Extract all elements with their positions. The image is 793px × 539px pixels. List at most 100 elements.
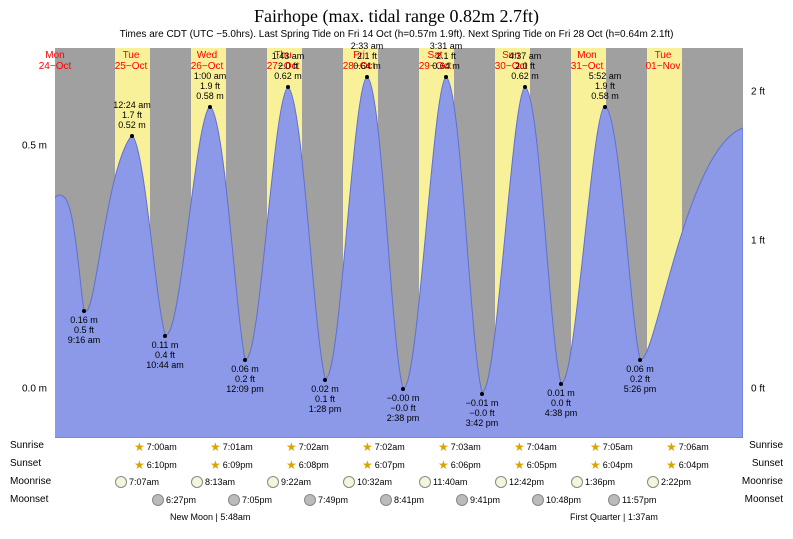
peak-label: 3:31 am2.1 ft0.64 m [430, 41, 463, 71]
sun-icon: ★ [134, 458, 145, 472]
chart-title: Fairhope (max. tidal range 0.82m 2.7ft) [0, 0, 793, 27]
sun-icon: ★ [590, 440, 601, 454]
sun-icon: ★ [514, 458, 525, 472]
ephem-label: Moonrise [10, 476, 51, 487]
moon-icon [191, 476, 203, 488]
moon-icon [532, 494, 544, 506]
trough-label: −0.00 m−0.0 ft2:38 pm [387, 393, 420, 423]
sun-icon: ★ [286, 440, 297, 454]
ephem-item: ★6:04pm [590, 458, 633, 472]
moon-icon [419, 476, 431, 488]
moon-icon [456, 494, 468, 506]
sun-icon: ★ [210, 458, 221, 472]
moon-icon [608, 494, 620, 506]
ephem-item: ★7:06am [666, 440, 709, 454]
moon-phase-label: First Quarter | 1:37am [570, 512, 658, 522]
peak-dot [130, 134, 134, 138]
peak-dot [286, 85, 290, 89]
ephem-item: ★7:00am [134, 440, 177, 454]
y-tick-left: 0.0 m [22, 384, 47, 395]
ephem-item: ★7:04am [514, 440, 557, 454]
peak-label: 12:24 am1.7 ft0.52 m [113, 100, 151, 130]
peak-label: 1:00 am1.9 ft0.58 m [194, 71, 227, 101]
moon-icon [380, 494, 392, 506]
ephem-item: ★6:07pm [362, 458, 405, 472]
day-label: Mon31−Oct [571, 50, 604, 72]
moon-icon [304, 494, 316, 506]
trough-label: −0.01 m−0.0 ft3:42 pm [466, 398, 499, 428]
ephem-row-sunrise: Sunrise Sunrise ★7:00am ★7:01am ★7:02am ★7:02… [0, 440, 793, 458]
day-label: Tue25−Oct [115, 50, 148, 72]
trough-dot [401, 387, 405, 391]
day-label: Wed26−Oct [191, 50, 224, 72]
y-tick-left: 0.5 m [22, 140, 47, 151]
ephem-item: ★7:01am [210, 440, 253, 454]
sun-icon: ★ [514, 440, 525, 454]
peak-label: 1:43 am2.0 ft0.62 m [272, 51, 305, 81]
y-tick-right: 0 ft [751, 384, 765, 395]
ephem-item: ★6:10pm [134, 458, 177, 472]
trough-label: 0.11 m0.4 ft10:44 am [146, 340, 184, 370]
ephem-item: 6:27pm [152, 494, 196, 506]
moon-icon [115, 476, 127, 488]
ephem-item: ★6:04pm [666, 458, 709, 472]
peak-dot [523, 85, 527, 89]
ephem-item: ★6:08pm [286, 458, 329, 472]
sun-icon: ★ [362, 440, 373, 454]
trough-dot [480, 392, 484, 396]
tide-chart: Mon24−OctTue25−OctWed26−OctThu27−OctFri2… [55, 48, 743, 438]
moon-icon [343, 476, 355, 488]
ephem-item: 11:40am [419, 476, 467, 488]
ephem-item: 7:07am [115, 476, 159, 488]
sun-icon: ★ [666, 440, 677, 454]
trough-dot [243, 358, 247, 362]
peak-label: 2:33 am2.1 ft0.64 m [351, 41, 384, 71]
ephem-item: 9:22am [267, 476, 311, 488]
ephem-item: 11:57pm [608, 494, 656, 506]
peak-dot [444, 75, 448, 79]
moon-icon [495, 476, 507, 488]
ephem-item: ★6:06pm [438, 458, 481, 472]
sun-icon: ★ [134, 440, 145, 454]
ephemeris-table: Sunrise Sunrise ★7:00am ★7:01am ★7:02am ★7:02… [0, 440, 793, 530]
day-label: Tue01−Nov [646, 50, 681, 72]
trough-label: 0.06 m0.2 ft12:09 pm [226, 364, 264, 394]
trough-label: 0.02 m0.1 ft1:28 pm [309, 384, 342, 414]
ephem-item: 8:41pm [380, 494, 424, 506]
peak-dot [365, 75, 369, 79]
moon-icon [228, 494, 240, 506]
sun-icon: ★ [438, 458, 449, 472]
peak-dot [208, 105, 212, 109]
moon-phase-label: New Moon | 5:48am [170, 512, 250, 522]
moon-icon [647, 476, 659, 488]
trough-dot [82, 309, 86, 313]
chart-subtitle: Times are CDT (UTC −5.0hrs). Last Spring… [0, 27, 793, 40]
ephem-row-sunset: SunsetSunset★6:10pm★6:09pm★6:08pm★6:07pm… [0, 458, 793, 476]
sun-icon: ★ [590, 458, 601, 472]
ephem-item: 7:49pm [304, 494, 348, 506]
sun-icon: ★ [438, 440, 449, 454]
ephem-item: ★7:02am [362, 440, 405, 454]
peak-label: 4:37 am2.0 ft0.62 m [509, 51, 542, 81]
y-tick-right: 2 ft [751, 87, 765, 98]
trough-label: 0.16 m0.5 ft9:16 am [68, 315, 101, 345]
moon-icon [571, 476, 583, 488]
trough-dot [638, 358, 642, 362]
ephem-label: Sunset [10, 458, 41, 469]
y-tick-right: 1 ft [751, 235, 765, 246]
ephem-item: ★7:02am [286, 440, 329, 454]
ephem-label: Sunrise [10, 440, 44, 451]
trough-dot [323, 378, 327, 382]
sun-icon: ★ [666, 458, 677, 472]
trough-label: 0.06 m0.2 ft5:26 pm [624, 364, 657, 394]
ephem-item: ★7:03am [438, 440, 481, 454]
ephem-item: 2:22pm [647, 476, 691, 488]
ephem-item: ★7:05am [590, 440, 633, 454]
ephem-label: Sunrise [749, 440, 783, 451]
ephem-item: 8:13am [191, 476, 235, 488]
ephem-label: Moonrise [742, 476, 783, 487]
moon-icon [152, 494, 164, 506]
trough-dot [559, 382, 563, 386]
ephem-label: Sunset [752, 458, 783, 469]
ephem-item: 10:32am [343, 476, 392, 488]
